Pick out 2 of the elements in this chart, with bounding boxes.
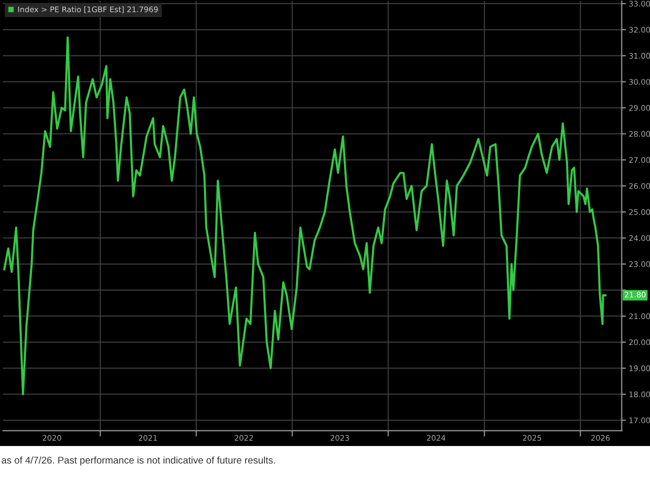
line-series — [3, 36, 606, 396]
text: as of 4/7/26. Past performance is not indicative of future results. — [2, 456, 275, 466]
